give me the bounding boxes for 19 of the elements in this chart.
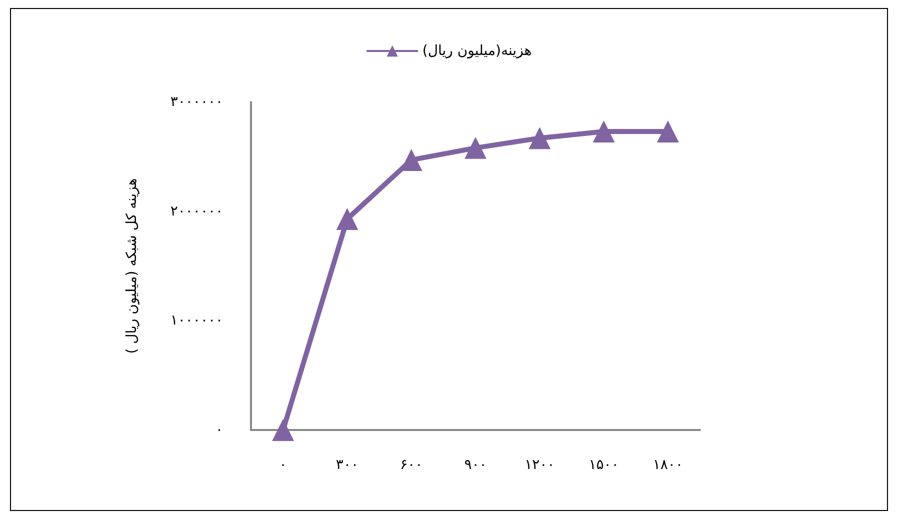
x-tick-label: ۹۰۰ (464, 457, 487, 473)
x-tick-label: ۳۰۰ (336, 457, 358, 473)
point (336, 208, 358, 230)
x-tick-label: ۱۵۰۰ (588, 457, 619, 473)
y-axis-title: هزینه کل شبکه (میلیون ریال ) (124, 178, 140, 354)
point (592, 120, 615, 143)
point (656, 120, 679, 143)
y-tick-label: ۳۰۰۰۰۰۰ (170, 94, 223, 110)
y-tick-label: ۰ (215, 422, 223, 438)
x-tick-label: ۰ (279, 457, 287, 473)
x-tick-label: ۱۲۰۰ (524, 457, 555, 473)
point (272, 419, 294, 441)
x-tick-label: ۱۸۰۰ (652, 457, 683, 473)
point (528, 127, 551, 150)
legend-label: (میلیون ریال)هزینه (422, 43, 532, 59)
x-tick-label: ۶۰۰ (400, 457, 423, 473)
point (464, 136, 486, 159)
y-tick-label: ۱۰۰۰۰۰۰ (170, 312, 223, 329)
y-tick-label: ۲۰۰۰۰۰۰ (170, 203, 223, 220)
